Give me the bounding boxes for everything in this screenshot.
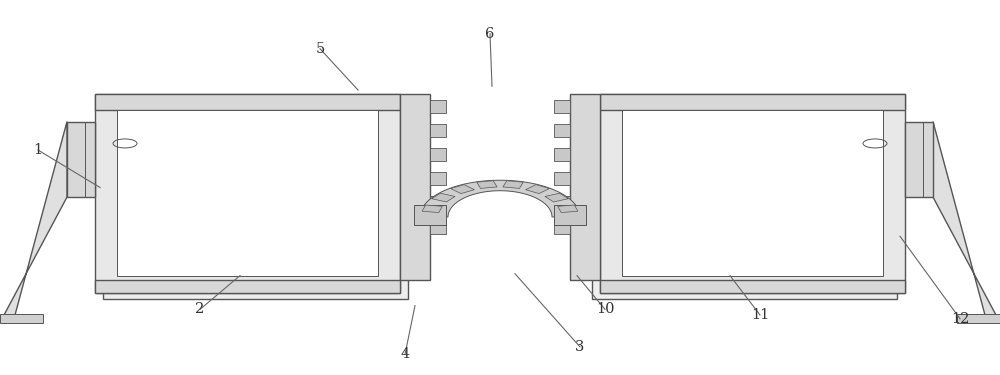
- Bar: [503, 181, 523, 188]
- Bar: [554, 220, 570, 234]
- Bar: [430, 196, 446, 210]
- Bar: [400, 94, 430, 280]
- Bar: [67, 122, 95, 197]
- Text: 10: 10: [596, 302, 614, 316]
- Bar: [526, 184, 549, 194]
- Bar: [430, 172, 446, 185]
- Bar: [622, 110, 883, 276]
- Text: 6: 6: [485, 27, 495, 41]
- Bar: [95, 94, 400, 292]
- Bar: [451, 184, 474, 194]
- Bar: [430, 148, 446, 161]
- Polygon shape: [0, 122, 67, 322]
- Text: 2: 2: [195, 302, 205, 316]
- Bar: [95, 280, 400, 292]
- Text: 12: 12: [951, 312, 969, 326]
- Bar: [95, 94, 400, 110]
- Bar: [592, 100, 897, 299]
- Bar: [0, 314, 43, 322]
- Bar: [558, 205, 578, 213]
- Bar: [422, 205, 442, 213]
- Bar: [430, 124, 446, 137]
- Polygon shape: [420, 180, 580, 217]
- Bar: [430, 100, 446, 113]
- Text: 5: 5: [315, 42, 325, 56]
- Bar: [570, 94, 600, 280]
- Bar: [477, 181, 497, 188]
- Text: 1: 1: [33, 143, 43, 157]
- Bar: [554, 205, 586, 225]
- Bar: [414, 205, 446, 225]
- Bar: [554, 124, 570, 137]
- Text: 11: 11: [751, 308, 769, 322]
- Bar: [905, 122, 933, 197]
- Bar: [103, 100, 408, 299]
- Bar: [600, 280, 905, 292]
- Bar: [554, 100, 570, 113]
- Bar: [554, 148, 570, 161]
- Bar: [554, 172, 570, 185]
- Text: 4: 4: [400, 347, 410, 362]
- Bar: [600, 94, 905, 292]
- Bar: [554, 196, 570, 210]
- Bar: [545, 193, 568, 202]
- Bar: [432, 193, 455, 202]
- Polygon shape: [933, 122, 1000, 322]
- Bar: [600, 94, 905, 110]
- Bar: [430, 220, 446, 234]
- Text: 3: 3: [575, 340, 585, 354]
- Bar: [957, 314, 1000, 322]
- Bar: [117, 110, 378, 276]
